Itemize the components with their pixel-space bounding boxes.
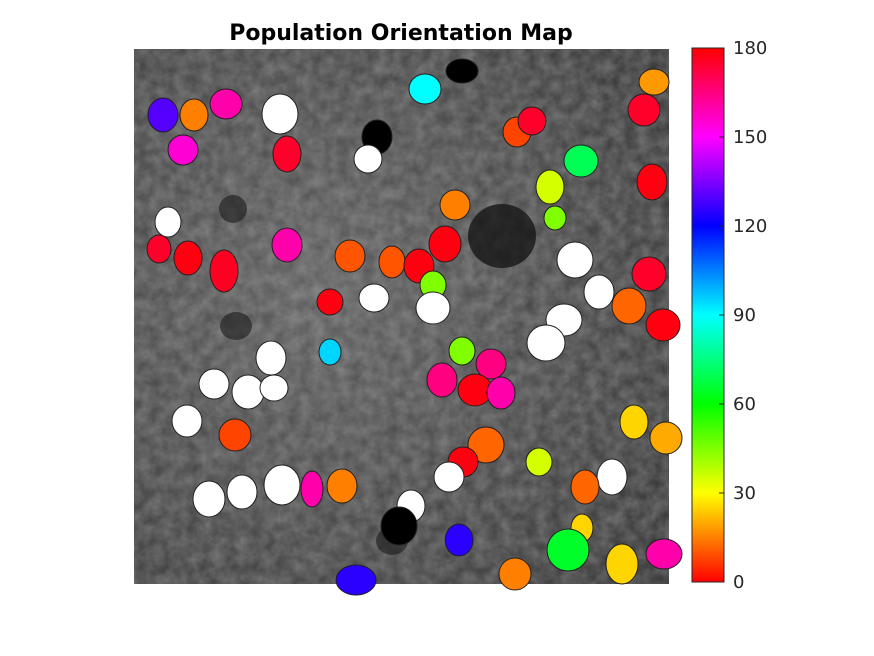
cell-roi-47 (198, 368, 230, 400)
cell-roi-3 (209, 88, 243, 120)
cell-roi-48 (231, 374, 265, 410)
cell-roi-39 (526, 324, 566, 362)
cell-roi-10 (272, 135, 302, 173)
colorbar-tick-label: 150 (733, 127, 767, 148)
cell-roi-25 (334, 239, 366, 273)
cell-roi-21 (146, 234, 172, 264)
cell-roi-42 (448, 336, 476, 366)
chart-title: Population Orientation Map (229, 21, 573, 46)
cell-roi-51 (218, 418, 252, 452)
cell-roi-37 (611, 287, 647, 325)
colorbar-tick-label: 0 (733, 572, 744, 593)
cell-roi-28 (428, 225, 462, 263)
cell-roi-49 (259, 374, 289, 402)
cell-roi-14 (517, 106, 547, 136)
cell-roi-66 (380, 506, 418, 546)
dark-blob (220, 312, 252, 340)
cell-roi-5 (408, 73, 442, 105)
colorbar-gradient (691, 47, 725, 583)
cell-roi-29 (556, 241, 594, 279)
cell-roi-15 (563, 144, 599, 178)
cell-roi-60 (192, 480, 226, 518)
cell-roi-22 (173, 240, 203, 276)
cell-roi-26 (378, 245, 406, 279)
cell-roi-69 (546, 528, 590, 572)
cell-roi-54 (467, 426, 505, 464)
colorbar-tick-label: 90 (733, 305, 756, 326)
cell-roi-73 (335, 564, 377, 596)
cell-roi-72 (498, 557, 532, 591)
cell-roi-17 (636, 163, 668, 201)
cell-roi-38 (645, 308, 681, 342)
cell-roi-43 (475, 348, 507, 380)
cell-roi-59 (570, 469, 600, 505)
cell-roi-31 (631, 256, 667, 292)
cell-roi-64 (326, 468, 358, 504)
cell-roi-35 (415, 291, 451, 325)
colorbar-ticks: 0 30 60 90 120 150 180 (719, 38, 767, 593)
cell-roi-56 (525, 447, 553, 477)
cell-roi-20 (154, 206, 182, 238)
cell-roi-7 (638, 68, 670, 96)
cell-roi-4 (261, 93, 299, 135)
cell-roi-12 (353, 144, 383, 174)
cell-roi-9 (167, 134, 199, 166)
colorbar-tick-label: 120 (733, 216, 767, 237)
cell-roi-46 (486, 376, 516, 410)
cell-roi-34 (358, 283, 390, 313)
cell-roi-19 (543, 205, 567, 231)
cell-roi-41 (318, 338, 342, 366)
dark-blob (219, 195, 247, 223)
colorbar-tick-label: 30 (733, 483, 756, 504)
cell-roi-52 (619, 404, 649, 440)
cell-roi-53 (649, 421, 683, 455)
colorbar-tick-label: 60 (733, 394, 756, 415)
cell-roi-1 (147, 97, 179, 133)
cell-roi-62 (263, 464, 301, 506)
cell-roi-30 (583, 274, 615, 310)
cell-roi-40 (255, 340, 287, 376)
cell-roi-63 (300, 470, 324, 508)
cell-roi-2 (179, 98, 209, 132)
cell-roi-16 (535, 169, 565, 205)
cell-layer (146, 58, 683, 596)
cell-roi-23 (209, 249, 239, 293)
cell-roi-57 (433, 461, 465, 493)
cell-roi-33 (316, 288, 344, 316)
image-axes (134, 49, 683, 596)
colorbar: 0 30 60 90 120 150 180 (691, 38, 767, 593)
cell-roi-61 (226, 474, 258, 510)
cell-roi-58 (596, 458, 628, 496)
cell-roi-8 (627, 93, 661, 127)
cell-roi-67 (444, 523, 474, 557)
cell-roi-70 (605, 543, 639, 585)
cell-roi-18 (439, 189, 471, 221)
colorbar-tick-label: 180 (733, 38, 767, 59)
cell-roi-50 (171, 404, 203, 438)
dark-vessel-blob (468, 204, 536, 268)
cell-roi-71 (645, 538, 683, 570)
cell-roi-6 (445, 58, 479, 84)
cell-roi-24 (271, 227, 303, 263)
cell-roi-44 (426, 362, 458, 398)
